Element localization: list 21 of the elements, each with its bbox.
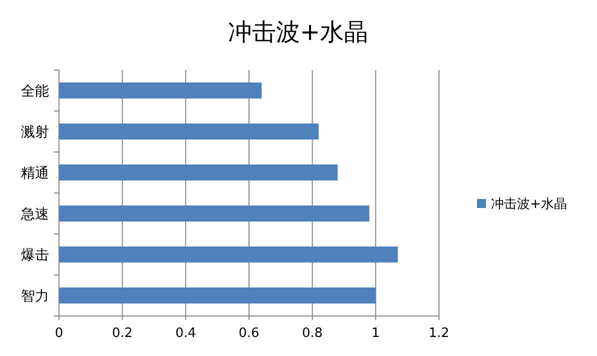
y-tick-label: 急速 xyxy=(20,206,49,222)
y-tick-label: 全能 xyxy=(21,84,49,100)
x-tick-label: 1 xyxy=(372,326,380,341)
x-tick-label: 0.8 xyxy=(302,326,323,341)
bar xyxy=(59,206,370,222)
x-tick-label: 0.2 xyxy=(112,326,133,341)
y-tick-label: 智力 xyxy=(21,288,49,304)
x-tick-label: 0.6 xyxy=(238,326,260,341)
y-tick-label: 溅射 xyxy=(21,124,49,140)
chart-title: 冲击波+水晶 xyxy=(228,18,368,46)
x-tick-label: 0.4 xyxy=(175,326,196,341)
bar xyxy=(59,164,338,180)
y-tick-label: 爆击 xyxy=(21,248,49,264)
y-tick-label: 精通 xyxy=(21,166,49,182)
bar xyxy=(59,82,262,98)
x-tick-label: 0 xyxy=(54,326,64,341)
x-tick-label: 1.2 xyxy=(428,326,450,341)
bar xyxy=(59,246,398,262)
bar xyxy=(59,288,376,304)
bar xyxy=(59,124,319,140)
legend-label: 冲击波+水晶 xyxy=(491,197,567,212)
